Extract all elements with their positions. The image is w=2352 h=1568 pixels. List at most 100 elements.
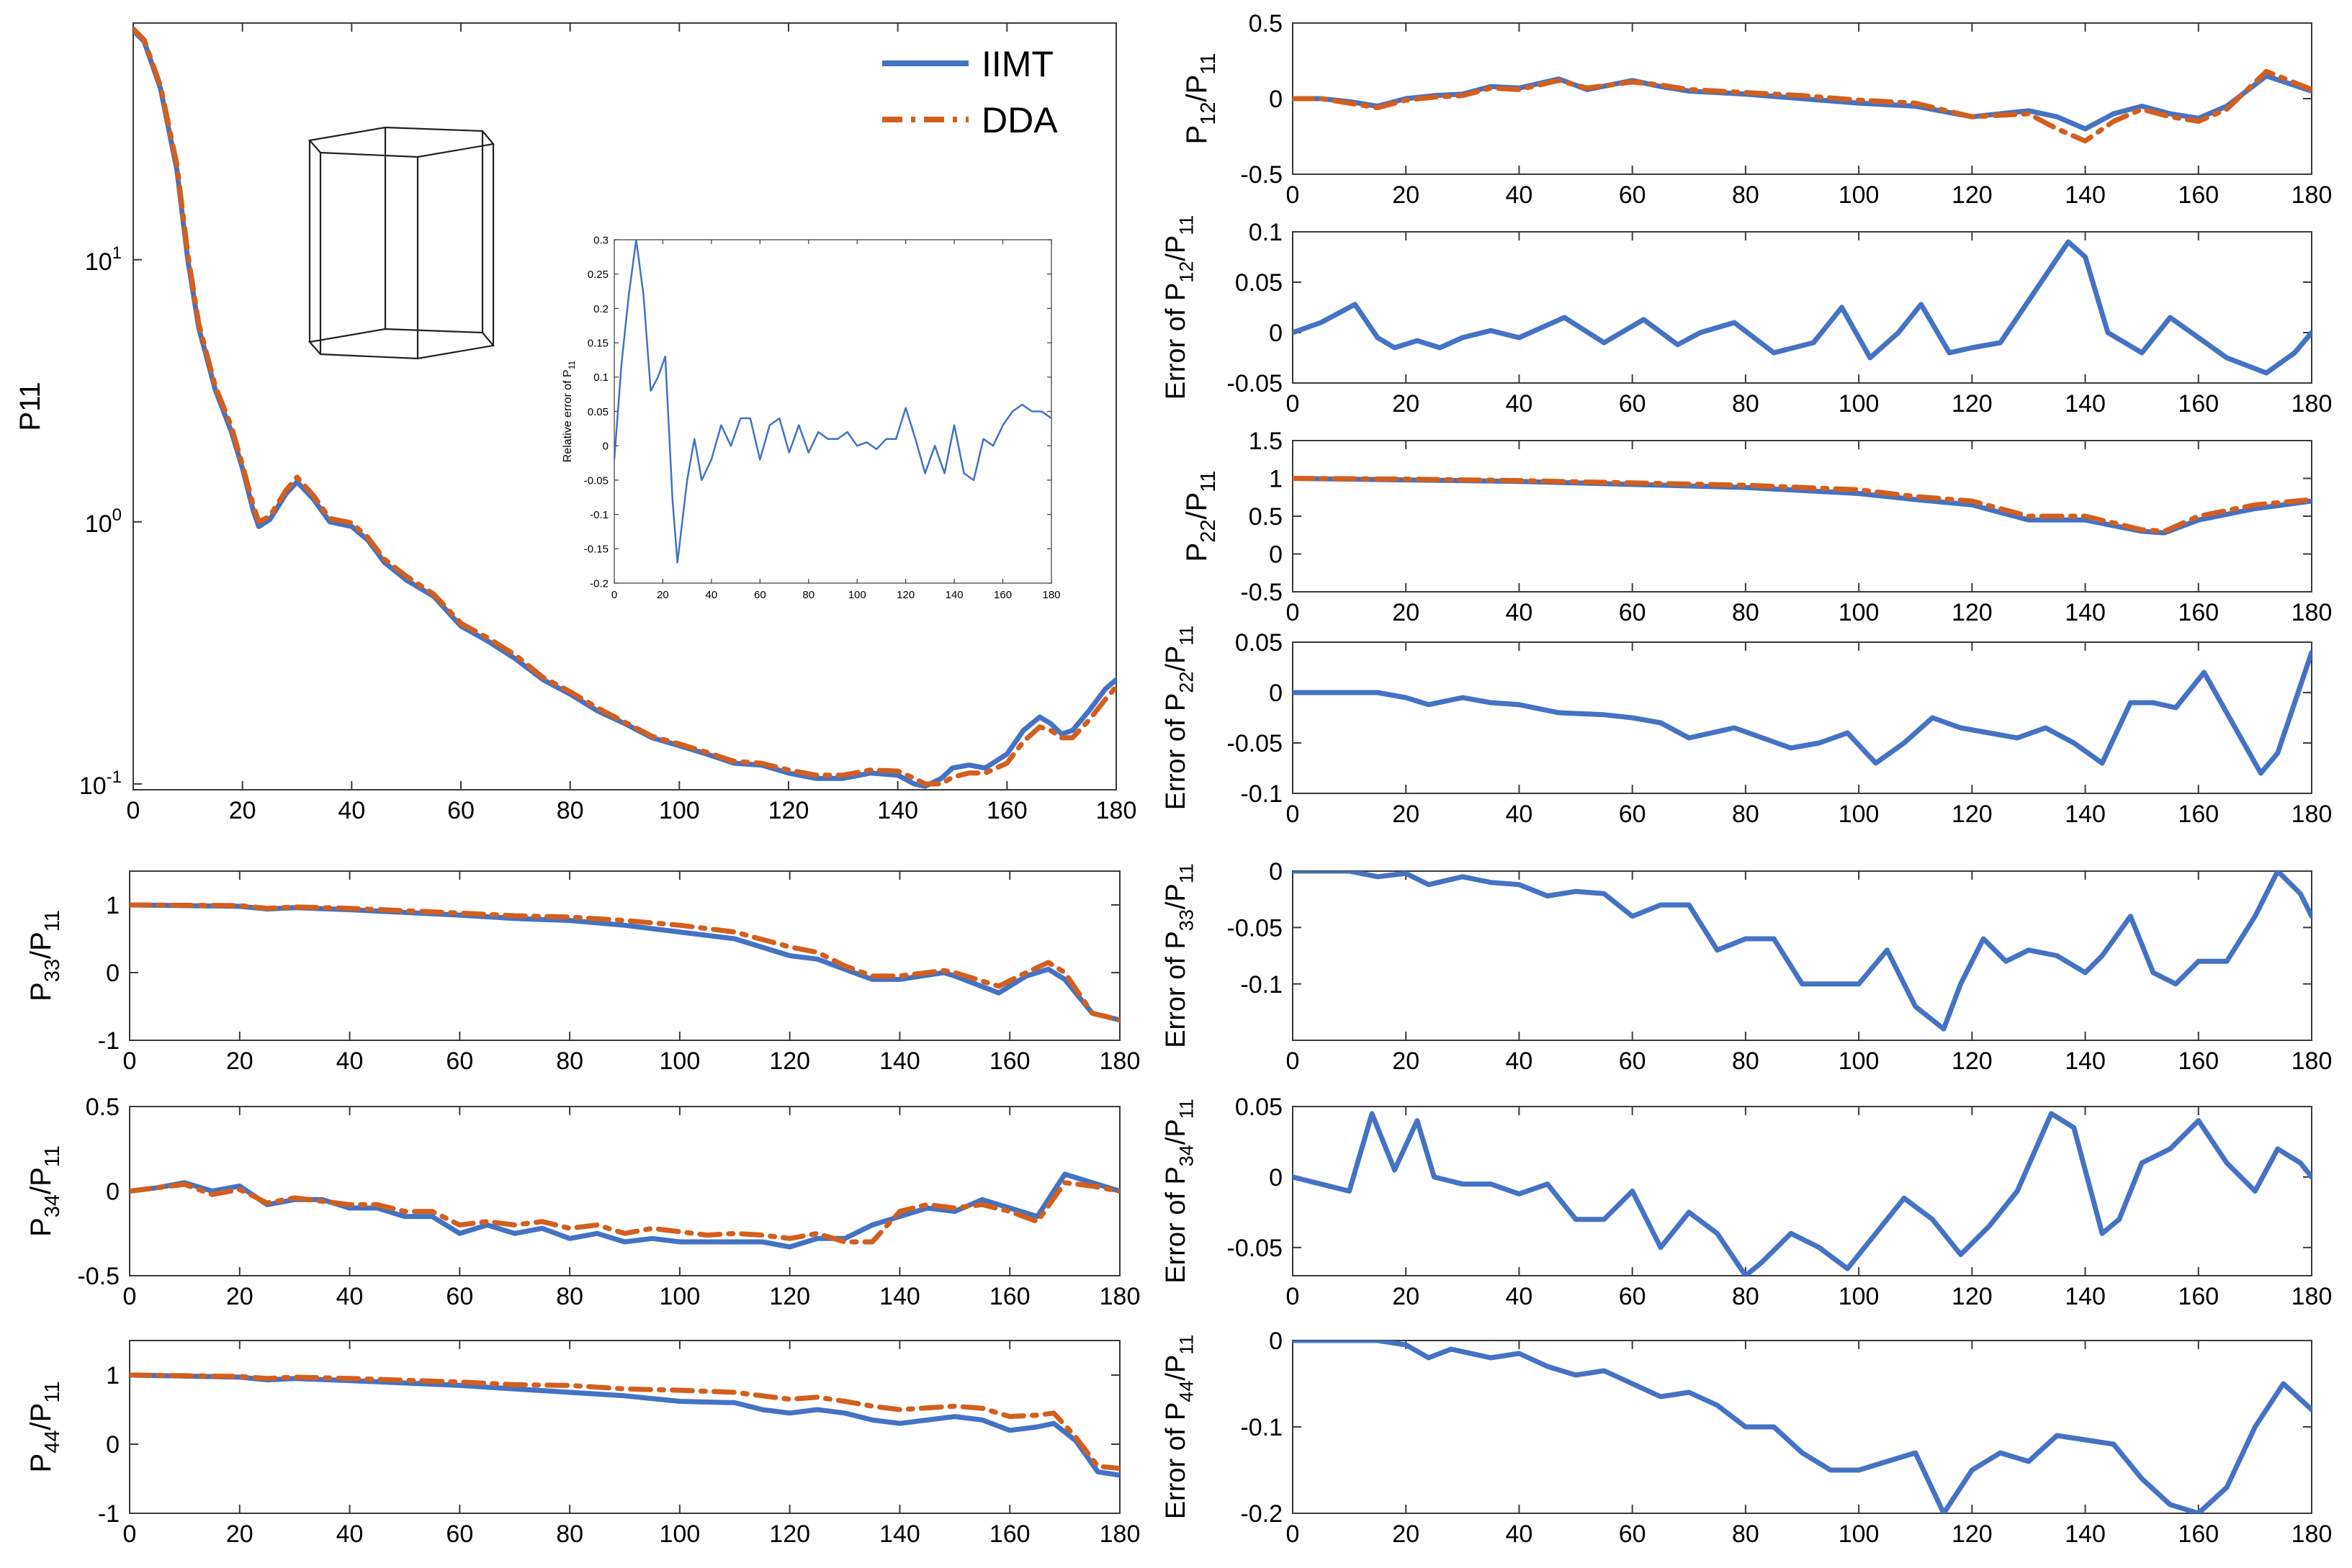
x-tick-label: 140 <box>2065 390 2106 418</box>
x-tick-label: 40 <box>1506 599 1533 626</box>
x-tick-label: 160 <box>2178 181 2219 209</box>
y-tick-label: 0.5 <box>1249 503 1283 531</box>
x-tick-label: 20 <box>229 797 256 824</box>
y-tick-label: -0.1 <box>1240 780 1283 808</box>
x-tick-label: 140 <box>879 1047 920 1075</box>
y-axis-label: Relative error of P11 <box>562 360 577 462</box>
x-tick-label: 40 <box>1506 1283 1533 1310</box>
x-tick-label: 160 <box>989 1047 1031 1075</box>
x-tick-label: 120 <box>1952 390 1993 418</box>
x-tick-label: 140 <box>2065 1047 2106 1075</box>
x-tick-label: 40 <box>336 1520 364 1548</box>
series-line-iimt <box>1293 1341 2312 1513</box>
x-tick-label: 100 <box>660 1520 701 1548</box>
x-tick-label: 140 <box>2065 599 2106 626</box>
y-tick-label: 10-1 <box>79 767 122 800</box>
x-tick-label: 100 <box>660 1047 701 1075</box>
x-tick-label: 40 <box>1506 1520 1533 1548</box>
x-tick-label: 60 <box>1619 1520 1646 1548</box>
y-tick-label: 0 <box>106 1179 120 1206</box>
y-tick-label: -0.1 <box>1240 1414 1283 1441</box>
x-tick-label: 60 <box>446 1047 473 1075</box>
y-tick-label: 1.5 <box>1249 428 1283 455</box>
x-tick-label: 80 <box>556 1047 583 1075</box>
x-tick-label: 80 <box>1732 1047 1759 1075</box>
x-tick-label: 180 <box>2292 1520 2333 1548</box>
x-tick-label: 140 <box>2065 801 2106 828</box>
x-tick-label: 120 <box>769 1520 810 1548</box>
x-tick-label: 60 <box>1619 599 1646 626</box>
y-tick-label: 100 <box>85 505 122 538</box>
y-tick-label: 0.05 <box>1235 1094 1283 1121</box>
y-tick-label: 1 <box>1269 466 1283 493</box>
x-tick-label: 40 <box>338 797 365 824</box>
x-tick-label: 140 <box>877 797 918 824</box>
x-tick-label: 120 <box>769 1047 810 1075</box>
series-line-iimt <box>1293 649 2312 776</box>
x-tick-label: 180 <box>1042 589 1060 601</box>
x-tick-label: 80 <box>1732 1283 1759 1310</box>
x-tick-label: 160 <box>994 589 1012 601</box>
chart-p11-inset: 0 20 40 60 80 100 120 140 160 180 -0.2 -0.15 -0.1 -0.… <box>562 234 1061 601</box>
y-tick-label: -0.05 <box>1227 915 1283 942</box>
plot-area <box>1292 231 2312 384</box>
x-tick-label: 0 <box>127 797 140 824</box>
series-line-relative-error <box>614 240 1051 564</box>
x-tick-label: 100 <box>848 589 866 601</box>
series-line-dda <box>1293 476 2312 534</box>
x-tick-label: 120 <box>1952 1520 1993 1548</box>
legend: IIMT DDA <box>882 44 1058 140</box>
x-tick-label: 160 <box>987 797 1028 824</box>
x-tick-label: 0 <box>1286 181 1300 209</box>
x-tick-label: 160 <box>2178 599 2219 626</box>
x-tick-label: 80 <box>1732 1520 1759 1548</box>
plot-area <box>614 239 1052 584</box>
x-tick-label: 180 <box>2292 801 2333 828</box>
x-tick-label: 20 <box>1392 181 1419 209</box>
x-tick-label: 180 <box>1096 797 1137 824</box>
x-tick-label: 60 <box>1619 181 1646 209</box>
x-tick-label: 160 <box>989 1283 1031 1310</box>
y-axis-label: Error of P12/P11 <box>1161 215 1197 400</box>
legend-label-dda: DDA <box>982 100 1058 140</box>
x-tick-label: 0 <box>1286 1047 1300 1075</box>
x-tick-label: 80 <box>802 589 814 601</box>
y-tick-label: 0 <box>1269 1164 1283 1191</box>
x-tick-label: 80 <box>1732 390 1759 418</box>
y-tick-label: -0.5 <box>77 1263 120 1290</box>
y-tick-label: 0 <box>603 441 609 453</box>
x-tick-label: 180 <box>2292 181 2333 209</box>
y-tick-label: -0.05 <box>1227 370 1283 397</box>
y-axis-label: Error of P22/P11 <box>1161 626 1197 811</box>
x-tick-label: 40 <box>336 1283 364 1310</box>
chart-err_p33: 0 20 40 60 80 100 120 140 160 180 -0.1 -0.05 0 Error … <box>1161 858 2332 1075</box>
x-tick-label: 100 <box>659 797 700 824</box>
y-tick-label: 0.25 <box>588 269 609 281</box>
x-tick-label: 100 <box>1839 181 1880 209</box>
y-tick-label: 0 <box>1269 680 1283 707</box>
x-tick-label: 20 <box>657 589 669 601</box>
x-tick-label: 180 <box>2292 1283 2333 1310</box>
x-tick-label: 60 <box>447 797 475 824</box>
x-tick-label: 0 <box>1286 599 1300 626</box>
plot-area <box>129 870 1121 1041</box>
y-tick-label: 0.1 <box>1249 219 1283 246</box>
plot-area <box>129 1106 1121 1276</box>
x-tick-label: 20 <box>1392 390 1419 418</box>
x-tick-label: 120 <box>897 589 915 601</box>
x-tick-label: 20 <box>1392 1283 1419 1310</box>
x-tick-label: 0 <box>1286 801 1300 828</box>
x-tick-label: 20 <box>1392 599 1419 626</box>
x-tick-label: 80 <box>556 1283 583 1310</box>
y-tick-label: -0.2 <box>590 577 609 590</box>
x-tick-label: 100 <box>1839 1520 1880 1548</box>
x-tick-label: 120 <box>1952 801 1993 828</box>
y-tick-label: 0 <box>1269 320 1283 347</box>
x-tick-label: 80 <box>1732 599 1759 626</box>
y-tick-label: 0.3 <box>593 234 609 246</box>
x-tick-label: 20 <box>1392 1047 1419 1075</box>
x-tick-label: 180 <box>2292 390 2333 418</box>
x-tick-label: 160 <box>989 1520 1031 1548</box>
